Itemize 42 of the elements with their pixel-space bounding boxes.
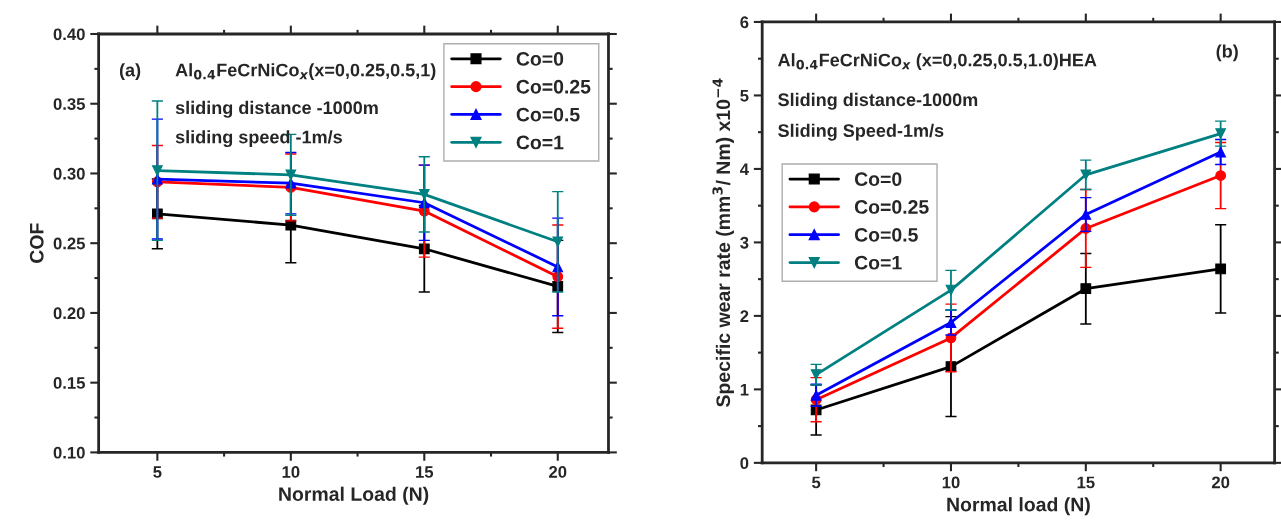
y-tick-label: 0.35 (53, 98, 85, 110)
y-tick-label: 0 (740, 457, 749, 470)
y-tick-label: 0.15 (53, 377, 85, 389)
y-tick-label: 3 (740, 236, 749, 249)
legend-label: Co=0 (516, 52, 564, 66)
x-tick-label: 20 (1211, 476, 1230, 489)
x-tick-label: 20 (549, 466, 567, 478)
x-axis-title: Normal load (N) (947, 497, 1090, 516)
legend-label: Co=0.25 (854, 200, 929, 214)
annotation: sliding speed -1m/s (175, 130, 342, 148)
annotation: sliding distance -1000m (175, 100, 378, 118)
legend-label: Co=1 (516, 135, 564, 150)
x-tick-label: 15 (1077, 476, 1095, 489)
y-tick-label: 4 (739, 163, 749, 175)
x-axis-title: Normal Load (N) (279, 486, 429, 505)
x-tick-label: 5 (812, 476, 821, 489)
legend-label: Co=0.5 (516, 107, 580, 122)
annotation: (b) (1216, 44, 1238, 62)
y-tick-label: 0.40 (53, 28, 85, 41)
y-tick-label: 0.30 (53, 167, 85, 180)
x-tick-label: 10 (942, 476, 960, 489)
legend-label: Co=0.25 (516, 79, 591, 94)
y-axis-title: COF (29, 223, 44, 263)
x-tick-label: 15 (416, 466, 434, 478)
annotation: (a) (119, 63, 141, 81)
y-tick-label: 0.25 (53, 237, 85, 250)
y-axis-title: Specific wear rate (mm$^{3}$/ Nm) x10$^{−4}$ (712, 78, 734, 407)
y-tick-label: 1 (740, 383, 749, 396)
x-tick-label: 10 (282, 466, 300, 478)
y-tick-label: 0.20 (53, 307, 85, 320)
y-tick-label: 2 (740, 310, 749, 322)
y-tick-label: 0.10 (53, 446, 85, 459)
legend-label: Co=0 (854, 172, 902, 187)
annotation: Sliding Speed-1m/s (778, 123, 944, 141)
annotation: Sliding distance-1000m (778, 92, 978, 110)
y-tick-label: 6 (740, 16, 749, 29)
legend-label: Co=0.5 (854, 227, 918, 242)
x-tick-label: 5 (153, 466, 162, 478)
annotation: Al$_{0.4}$FeCrNiCo$_{x}$(x=0,0.25,0.5,1) (175, 63, 436, 80)
annotation: Al$_{0.4}$FeCrNiCo$_{x}$ (x=0,0.25,0.5,1.0)HEA (778, 53, 1097, 70)
legend-label: Co=1 (854, 255, 902, 270)
y-tick-label: 5 (740, 90, 749, 102)
